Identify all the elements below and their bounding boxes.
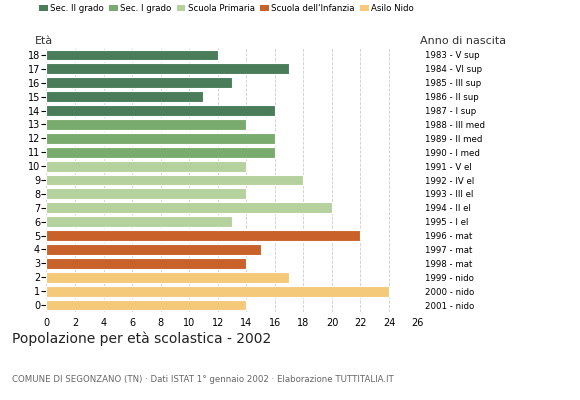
Bar <box>46 50 218 60</box>
Bar <box>46 300 246 310</box>
Bar <box>46 91 204 102</box>
Bar <box>46 286 389 296</box>
Legend: Sec. II grado, Sec. I grado, Scuola Primaria, Scuola dell'Infanzia, Asilo Nido: Sec. II grado, Sec. I grado, Scuola Prim… <box>39 4 414 13</box>
Bar <box>46 64 289 74</box>
Bar <box>46 244 260 255</box>
Text: Popolazione per età scolastica - 2002: Popolazione per età scolastica - 2002 <box>12 332 271 346</box>
Bar <box>46 174 303 186</box>
Bar <box>46 133 275 144</box>
Bar <box>46 216 232 227</box>
Text: COMUNE DI SEGONZANO (TN) · Dati ISTAT 1° gennaio 2002 · Elaborazione TUTTITALIA.: COMUNE DI SEGONZANO (TN) · Dati ISTAT 1°… <box>12 375 393 384</box>
Bar <box>46 161 246 172</box>
Bar <box>46 258 246 269</box>
Bar <box>46 77 232 88</box>
Text: Età: Età <box>35 36 53 46</box>
Bar <box>46 105 275 116</box>
Bar <box>46 230 361 241</box>
Bar <box>46 147 275 158</box>
Bar <box>46 202 332 213</box>
Bar <box>46 119 246 130</box>
Bar <box>46 272 289 283</box>
Text: Anno di nascita: Anno di nascita <box>420 36 506 46</box>
Bar <box>46 188 246 199</box>
